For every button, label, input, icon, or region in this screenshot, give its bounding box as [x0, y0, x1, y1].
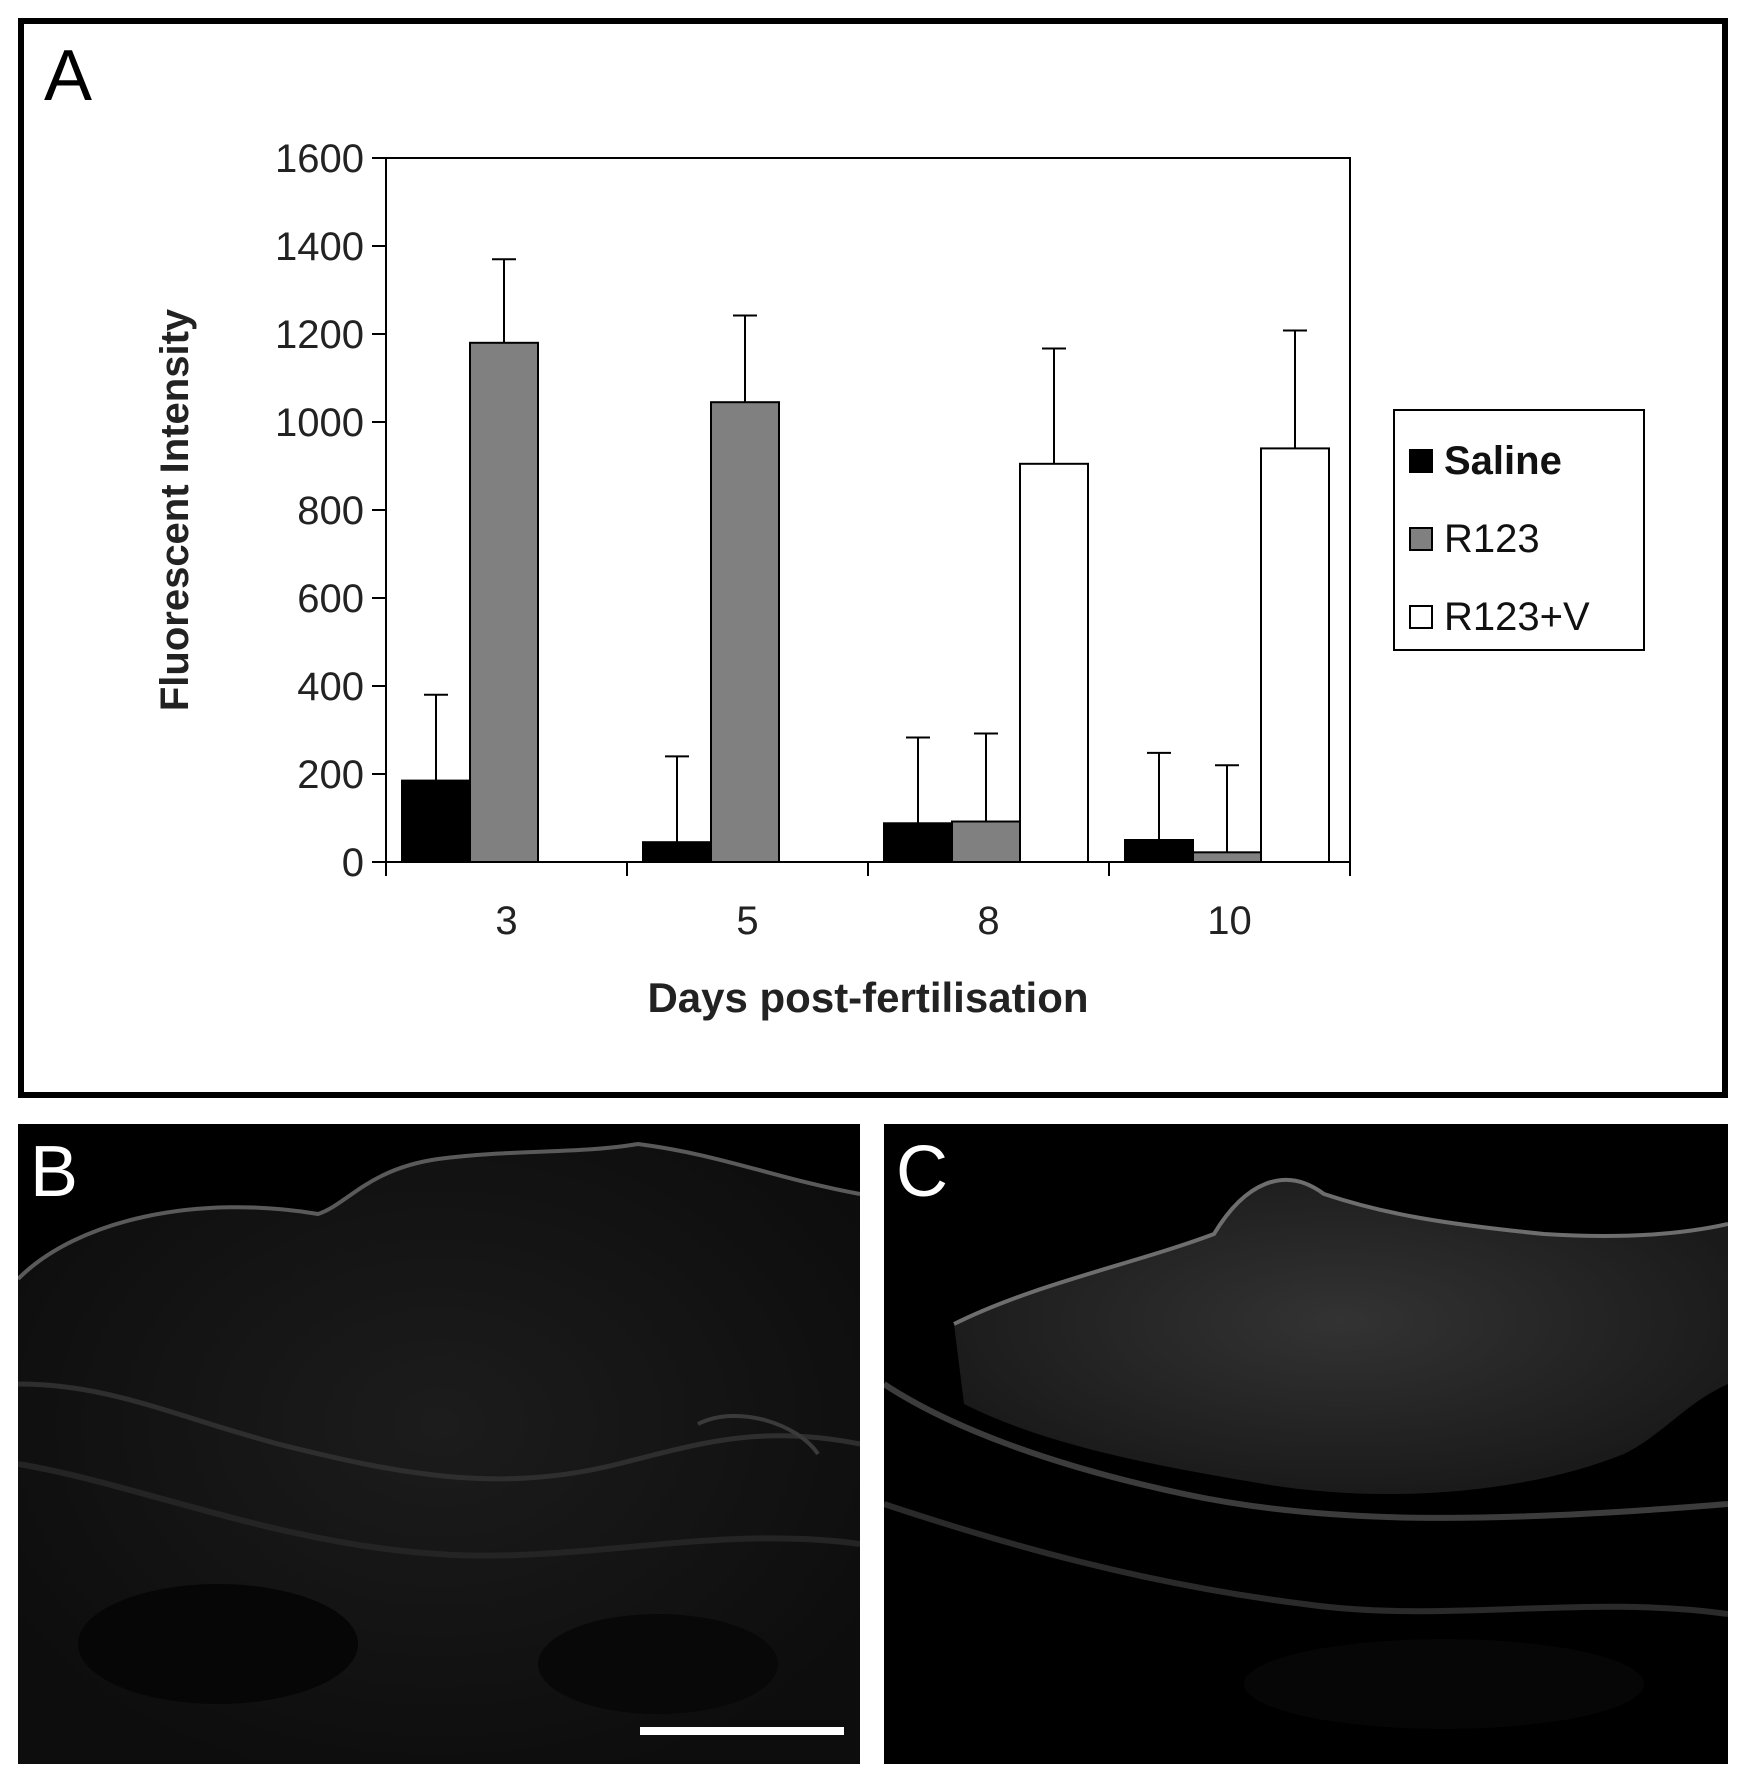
bar-r123: [469, 341, 539, 863]
y-tick-label: 1200: [275, 313, 364, 357]
panel-a: A 0 200 400 600 800 1000 1200 1400 1600 3 5 8 10 Days…: [18, 18, 1728, 1098]
legend-swatch: [1409, 605, 1433, 629]
y-tick-label: 200: [297, 753, 364, 797]
bar-r123: [1192, 851, 1262, 864]
bar-r123: [951, 820, 1021, 864]
y-tick-label: 800: [297, 489, 364, 533]
y-tick-label: 1400: [275, 225, 364, 269]
micrograph-c: C: [884, 1124, 1728, 1764]
legend-label: R123: [1444, 517, 1540, 561]
bar-r123: [710, 401, 780, 863]
legend-swatch: [1409, 449, 1433, 473]
x-tick-label: 5: [736, 899, 758, 943]
bar-saline: [1124, 839, 1194, 863]
x-tick-label: 8: [977, 899, 999, 943]
y-tick-label: 1000: [275, 401, 364, 445]
legend-label: R123+V: [1444, 595, 1590, 639]
y-tick-label: 1600: [275, 137, 364, 181]
panel-a-label: A: [44, 36, 93, 116]
bar-saline: [642, 841, 712, 864]
y-axis-title: Fluorescent Intensity: [153, 308, 197, 711]
plot-area: [385, 157, 1351, 863]
bar-saline: [401, 779, 471, 863]
bar-r123-v: [1260, 447, 1330, 863]
tissue-section-b: [18, 1141, 860, 1764]
x-tick-label: 3: [495, 899, 517, 943]
scale-bar: [640, 1727, 844, 1735]
bar-chart: 0 200 400 600 800 1000 1200 1400 1600 3 5 8 10 Days p…: [153, 137, 1645, 1021]
legend: [1393, 409, 1645, 651]
tissue-section-c: [884, 1177, 1728, 1729]
panel-c-label: C: [896, 1132, 948, 1212]
y-tick-label: 600: [297, 577, 364, 621]
x-axis-title: Days post-fertilisation: [647, 974, 1088, 1021]
micrograph-b: B: [18, 1124, 860, 1764]
x-tick-label: 10: [1207, 899, 1252, 943]
legend-swatch: [1409, 527, 1433, 551]
legend-label: Saline: [1444, 439, 1562, 483]
bar-r123-v: [1019, 462, 1089, 863]
panel-b-label: B: [30, 1132, 79, 1212]
y-tick-label: 0: [342, 841, 364, 885]
y-tick-label: 400: [297, 665, 364, 709]
bar-saline: [883, 822, 953, 864]
